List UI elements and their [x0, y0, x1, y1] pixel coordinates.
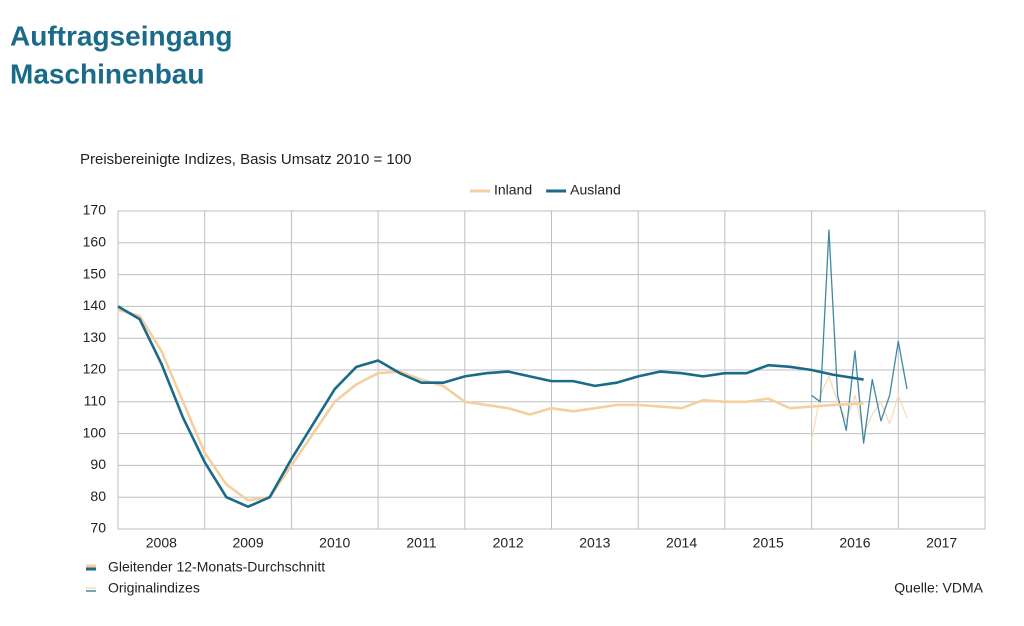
chart-title-line2: Maschinenbau: [10, 58, 204, 89]
source: Quelle: VDMA: [894, 580, 983, 596]
line: [810, 375, 908, 441]
legend-label: Inland: [494, 182, 532, 198]
x-tick-label: 2017: [926, 535, 957, 551]
plot-frame: [117, 210, 986, 530]
y-tick-label: 90: [90, 456, 106, 472]
y-tick-label: 140: [83, 297, 107, 313]
y-tick-label: 100: [83, 424, 107, 440]
x-tick-label: 2009: [232, 535, 263, 551]
line: [117, 305, 864, 509]
y-tick-label: 130: [83, 329, 107, 345]
y-tick-label: 70: [90, 520, 106, 536]
y-tick-label: 110: [84, 393, 107, 409]
line: [811, 229, 908, 444]
line: [117, 308, 864, 502]
chart-title: Auftragseingang: [10, 20, 232, 51]
y-tick-label: 80: [90, 488, 106, 504]
x-tick-label: 2011: [406, 535, 436, 551]
note: Gleitender 12-Monats-Durchschnitt: [108, 559, 325, 575]
y-tick-label: 120: [83, 361, 107, 377]
x-tick-label: 2010: [319, 535, 350, 551]
subtitle: Preisbereinigte Indizes, Basis Umsatz 20…: [80, 151, 411, 168]
x-tick-label: 2013: [579, 535, 610, 551]
legend-label: Ausland: [570, 182, 621, 198]
y-tick-label: 150: [83, 265, 107, 281]
note: Originalindizes: [108, 580, 200, 596]
y-tick-label: 160: [83, 234, 107, 250]
x-tick-label: 2014: [666, 535, 697, 551]
x-tick-label: 2015: [753, 535, 784, 551]
x-tick-label: 2012: [493, 535, 524, 551]
x-tick-label: 2008: [146, 535, 177, 551]
y-tick-label: 170: [83, 202, 107, 218]
x-tick-label: 2016: [839, 535, 870, 551]
